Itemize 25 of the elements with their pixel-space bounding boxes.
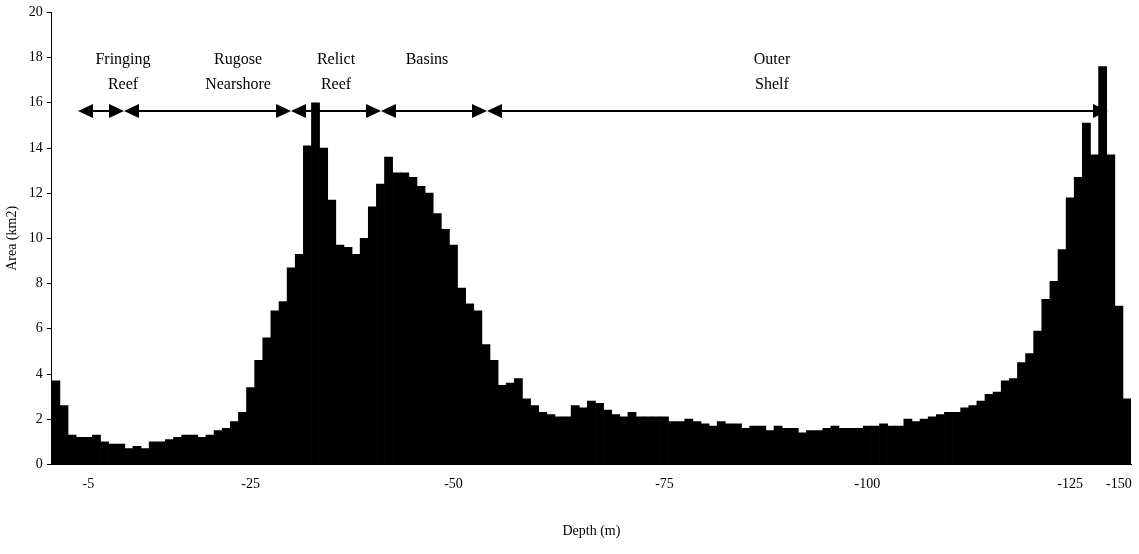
- y-tick-label: 2: [35, 410, 43, 426]
- x-tick-label: -25: [241, 476, 260, 492]
- y-tick-label: 16: [28, 94, 43, 110]
- y-tick-label: 6: [35, 320, 43, 336]
- x-axis-title: Depth (m): [562, 523, 621, 540]
- y-tick-label: 8: [35, 275, 43, 291]
- x-tick-label: -5: [82, 476, 95, 492]
- y-tick-label: 14: [28, 139, 43, 155]
- annotation: Fringing Reef: [94, 49, 152, 94]
- y-tick-label: 0: [35, 456, 43, 472]
- y-tick-label: 20: [28, 4, 43, 20]
- annotation: Relict Reef: [315, 49, 357, 94]
- y-axis-title: Area (km2): [4, 205, 21, 271]
- annotation: Basins: [404, 49, 450, 69]
- x-tick-label: -100: [854, 476, 881, 492]
- annotation: Outer Shelf: [752, 49, 792, 94]
- x-tick-label: -50: [444, 476, 463, 492]
- y-tick-label: 12: [28, 184, 43, 200]
- y-tick-label: 18: [28, 49, 43, 65]
- y-tick-label: 4: [35, 365, 43, 381]
- x-tick-label: -150: [1106, 476, 1132, 492]
- x-tick-label: -125: [1057, 476, 1084, 492]
- y-tick-label: 10: [28, 230, 43, 246]
- x-tick-label: -75: [655, 476, 674, 492]
- annotation: Rugose Nearshore: [204, 49, 272, 94]
